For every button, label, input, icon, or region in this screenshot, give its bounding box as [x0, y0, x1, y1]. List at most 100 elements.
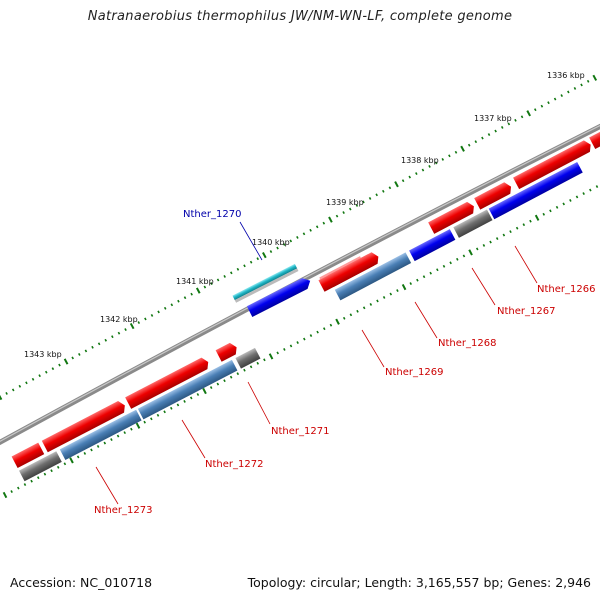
minor-tick	[315, 225, 319, 229]
minor-tick	[116, 434, 120, 438]
minor-tick	[104, 338, 108, 342]
minor-tick	[474, 140, 478, 144]
minor-tick	[586, 79, 590, 83]
feature-red-arrow[interactable]	[513, 138, 593, 190]
minor-tick	[396, 289, 399, 292]
minor-tick	[90, 448, 93, 452]
minor-tick	[110, 438, 113, 441]
major-tick	[262, 252, 267, 259]
scale-label-1336: 1336 kbp	[547, 71, 585, 80]
minor-tick	[462, 254, 466, 258]
gene-label-nther-1267[interactable]: Nther_1267	[497, 306, 555, 317]
scale-label-1338: 1338 kbp	[401, 156, 439, 165]
feature-red-arrow[interactable]	[319, 256, 361, 280]
feature-red-arrow[interactable]	[11, 442, 45, 468]
minor-tick	[573, 87, 577, 90]
minor-tick	[582, 192, 585, 195]
minor-tick	[342, 316, 346, 320]
minor-tick	[569, 199, 572, 202]
minor-tick	[144, 317, 147, 321]
leader-nther-1271	[247, 381, 271, 425]
minor-tick	[522, 223, 526, 227]
gene-label-nther-1266[interactable]: Nther_1266	[537, 284, 595, 295]
minor-tick	[520, 115, 524, 119]
minor-tick	[170, 303, 174, 307]
feature-red-arrow[interactable]	[474, 180, 514, 210]
minor-tick	[335, 214, 339, 218]
minor-tick	[495, 237, 499, 240]
minor-tick	[509, 230, 512, 234]
gene-label-nther-1272[interactable]: Nther_1272	[205, 459, 263, 470]
minor-tick	[23, 483, 27, 487]
feature-grey-gene[interactable]	[19, 451, 62, 482]
minor-tick	[514, 118, 517, 122]
feature-steel-gene[interactable]	[137, 359, 238, 420]
gene-label-nther-1271[interactable]: Nther_1271	[271, 426, 329, 437]
feature-red-arrow[interactable]	[215, 341, 240, 362]
minor-tick	[50, 469, 53, 473]
major-tick	[202, 387, 207, 395]
feature-steel-gene[interactable]	[59, 409, 142, 461]
leader-nther-1273	[95, 466, 119, 505]
minor-tick	[25, 381, 28, 385]
minor-tick	[355, 204, 359, 207]
minor-tick	[276, 351, 279, 355]
minor-tick	[356, 309, 359, 313]
gene-label-nther-1270[interactable]: Nther_1270	[183, 209, 241, 220]
minor-tick	[103, 441, 107, 445]
feature-red-arrow[interactable]	[41, 399, 128, 453]
feature-red-arrow[interactable]	[327, 250, 381, 288]
gene-labels: Nther_1270 Nther_1266 Nther_1267 Nther_1…	[94, 209, 595, 516]
minor-tick	[157, 310, 160, 314]
gene-label-nther-1273[interactable]: Nther_1273	[94, 505, 152, 516]
feature-red-arrow[interactable]	[589, 126, 600, 150]
minor-tick	[111, 335, 114, 339]
minor-tick	[389, 292, 393, 296]
leader-nther-1269	[361, 329, 385, 368]
minor-tick	[91, 345, 94, 349]
feature-red-arrow[interactable]	[428, 200, 477, 234]
scale-label-1339: 1339 kbp	[326, 198, 364, 207]
leader-lines	[95, 221, 538, 505]
features-group-a	[318, 126, 600, 301]
feature-blue-arrow[interactable]	[246, 275, 313, 317]
minor-tick	[269, 250, 273, 254]
minor-tick	[236, 372, 240, 376]
feature-blue-gene[interactable]	[409, 229, 456, 262]
feature-blue-gene[interactable]	[488, 161, 583, 220]
minor-tick	[454, 150, 458, 154]
feature-grey-gene[interactable]	[453, 209, 493, 238]
features-group-b	[11, 341, 261, 482]
minor-tick	[196, 393, 200, 396]
minor-tick	[448, 154, 451, 158]
minor-tick	[555, 205, 559, 209]
minor-tick	[17, 486, 20, 490]
feature-grey-gene[interactable]	[235, 347, 261, 369]
gene-label-nther-1269[interactable]: Nther_1269	[385, 367, 443, 378]
minor-tick	[137, 321, 141, 324]
minor-tick	[408, 175, 411, 179]
major-tick	[69, 457, 74, 464]
minor-tick	[401, 179, 405, 183]
minor-tick	[276, 246, 279, 250]
minor-tick	[5, 392, 8, 395]
minor-tick	[507, 122, 511, 126]
minor-tick	[216, 382, 220, 386]
minor-tick	[529, 219, 532, 223]
minor-tick	[11, 388, 15, 392]
major-tick	[394, 181, 399, 188]
minor-tick	[76, 455, 80, 459]
minor-tick	[580, 83, 583, 87]
minor-tick	[176, 403, 180, 407]
minor-tick	[515, 226, 519, 230]
minor-tick	[416, 278, 419, 282]
minor-tick	[560, 94, 563, 97]
feature-cyan-rna[interactable]	[232, 263, 298, 301]
minor-tick	[63, 462, 67, 466]
leader-nther-1270	[239, 221, 263, 261]
major-tick	[534, 214, 540, 221]
feature-steel-gene[interactable]	[334, 252, 412, 301]
gene-label-nther-1268[interactable]: Nther_1268	[438, 338, 496, 349]
feature-red-arrow[interactable]	[125, 356, 211, 409]
minor-tick	[123, 431, 126, 435]
